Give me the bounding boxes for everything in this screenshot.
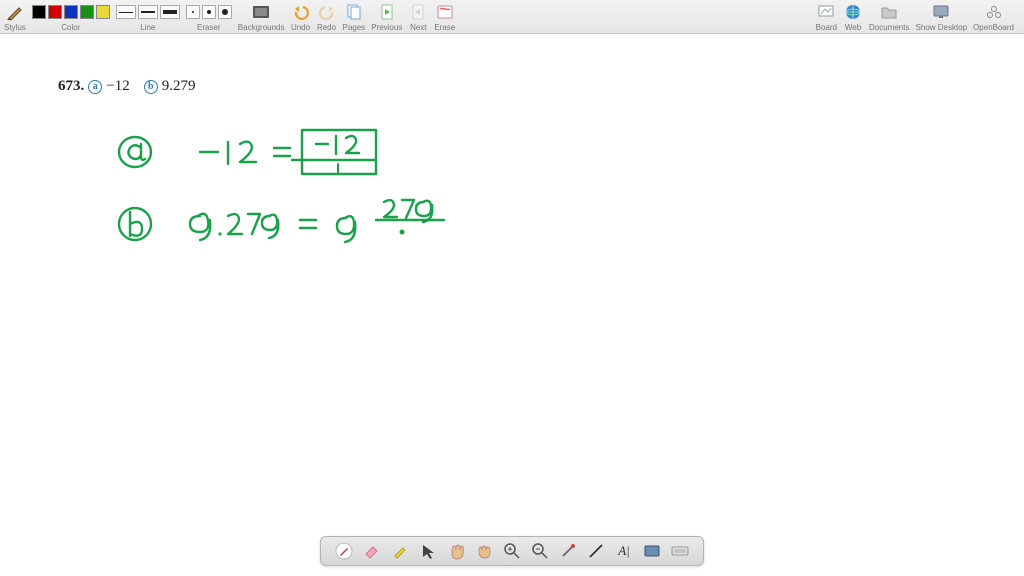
ink-b-equals — [300, 220, 316, 228]
undo-label: Undo — [291, 23, 310, 32]
ink-a-letter — [128, 144, 145, 160]
color-swatch[interactable] — [96, 5, 110, 19]
ink-b-num-two — [384, 200, 397, 217]
eraser-size-swatch[interactable] — [202, 5, 216, 19]
bottom-toolbar: A| — [320, 536, 704, 566]
ink-b-num-seven — [402, 200, 414, 218]
web-label: Web — [845, 23, 861, 32]
undo-group: Undo — [291, 2, 311, 32]
eraser-tool-icon[interactable] — [363, 542, 381, 560]
pages-icon[interactable] — [344, 2, 364, 22]
erase-label: Erase — [434, 23, 455, 32]
ink-b-letter — [130, 212, 142, 236]
erase-icon[interactable] — [435, 2, 455, 22]
line-width-swatch[interactable] — [138, 5, 158, 19]
next-group: Next — [408, 2, 428, 32]
keyboard-tool-icon[interactable] — [671, 542, 689, 560]
capture-tool-icon[interactable] — [643, 542, 661, 560]
stylus-group: Stylus — [4, 2, 26, 32]
color-swatch[interactable] — [64, 5, 78, 19]
previous-group: Previous — [371, 2, 402, 32]
line-label: Line — [140, 23, 155, 32]
next-icon[interactable] — [408, 2, 428, 22]
line-width-swatch[interactable] — [160, 5, 180, 19]
openboard-icon[interactable] — [984, 2, 1004, 22]
ink-b-whole9 — [337, 216, 355, 242]
documents-group: Documents — [869, 2, 909, 32]
ink-b-nine2 — [262, 215, 278, 238]
documents-icon[interactable] — [879, 2, 899, 22]
redo-icon[interactable] — [317, 2, 337, 22]
pen-tool-icon[interactable] — [335, 542, 353, 560]
ink-a-circle — [119, 137, 151, 167]
documents-label: Documents — [869, 23, 909, 32]
erase-group: Erase — [434, 2, 455, 32]
ink-b-seven — [248, 214, 260, 234]
redo-label: Redo — [317, 23, 336, 32]
pages-group: Pages — [343, 2, 366, 32]
showdesktop-group: Show Desktop — [915, 2, 967, 32]
color-swatch[interactable] — [32, 5, 46, 19]
next-label: Next — [410, 23, 426, 32]
openboard-group: OpenBoard — [973, 2, 1014, 32]
color-group: Color — [32, 2, 110, 32]
ink-a-equals — [274, 148, 290, 156]
eraser-size-group: Eraser — [186, 2, 232, 32]
highlighter-tool-icon[interactable] — [391, 542, 409, 560]
whiteboard-canvas[interactable]: 673. a −12 b 9.279 — [0, 34, 1024, 576]
backgrounds-group: Backgrounds — [238, 2, 285, 32]
board-icon[interactable] — [816, 2, 836, 22]
eraser-size-swatch[interactable] — [218, 5, 232, 19]
pointer-tool-icon[interactable] — [419, 542, 437, 560]
color-swatch[interactable] — [48, 5, 62, 19]
previous-icon[interactable] — [377, 2, 397, 22]
color-swatch[interactable] — [80, 5, 94, 19]
text-tool-icon[interactable]: A| — [615, 542, 633, 560]
backgrounds-icon[interactable] — [251, 2, 271, 22]
line-width-swatch[interactable] — [116, 5, 136, 19]
ink-b-den-mark — [401, 231, 404, 234]
showdesktop-label: Show Desktop — [915, 23, 967, 32]
ink-b-two — [228, 214, 242, 234]
undo-icon[interactable] — [291, 2, 311, 22]
ink-b-nine1 — [190, 214, 210, 240]
eraser-label: Eraser — [197, 23, 221, 32]
ink-a-num-two — [346, 136, 359, 153]
board-label: Board — [816, 23, 837, 32]
hand-play-icon[interactable] — [447, 542, 465, 560]
web-group: Web — [843, 2, 863, 32]
pages-label: Pages — [343, 23, 366, 32]
ink-b-dot — [218, 232, 221, 235]
web-icon[interactable] — [843, 2, 863, 22]
backgrounds-label: Backgrounds — [238, 23, 285, 32]
ink-layer — [0, 34, 1024, 576]
redo-group: Redo — [317, 2, 337, 32]
zoom-in-icon[interactable] — [503, 542, 521, 560]
line-group: Line — [116, 2, 180, 32]
laser-tool-icon[interactable] — [559, 542, 577, 560]
stylus-label: Stylus — [4, 23, 26, 32]
color-label: Color — [61, 23, 80, 32]
previous-label: Previous — [371, 23, 402, 32]
app-window: Stylus Color Line Eraser Backgrounds Und… — [0, 0, 1024, 576]
stylus-icon[interactable] — [5, 2, 25, 22]
eraser-size-swatch[interactable] — [186, 5, 200, 19]
top-toolbar: Stylus Color Line Eraser Backgrounds Und… — [0, 0, 1024, 34]
board-group: Board — [816, 2, 837, 32]
zoom-out-icon[interactable] — [531, 542, 549, 560]
openboard-label: OpenBoard — [973, 23, 1014, 32]
show-desktop-icon[interactable] — [931, 2, 951, 22]
line-tool-icon[interactable] — [587, 542, 605, 560]
hand-grab-icon[interactable] — [475, 542, 493, 560]
ink-a-two — [240, 142, 256, 162]
